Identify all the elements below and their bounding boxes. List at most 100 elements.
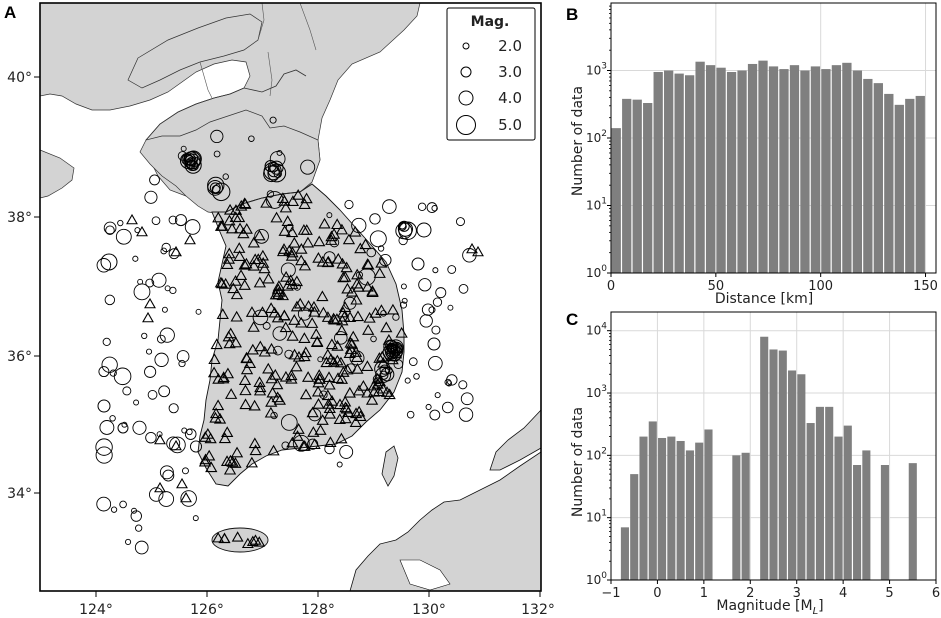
station-triangle xyxy=(285,250,299,261)
chart-c-ylabel: Number of data xyxy=(570,407,586,517)
station-triangle xyxy=(332,252,345,264)
event-circle xyxy=(280,262,296,278)
station-triangle xyxy=(295,316,308,328)
station-triangle xyxy=(230,446,244,458)
event-circle xyxy=(351,217,367,234)
event-circle xyxy=(349,350,365,366)
station-triangle xyxy=(331,372,345,383)
station-triangle xyxy=(240,222,253,234)
station-triangle xyxy=(395,326,408,338)
event-circle xyxy=(431,205,438,212)
north-korea xyxy=(139,109,321,215)
station-triangle xyxy=(288,314,301,325)
event-circle xyxy=(211,184,221,194)
station-triangle xyxy=(253,536,266,547)
event-circle xyxy=(168,403,179,414)
station-triangle xyxy=(223,247,236,259)
histogram-bar xyxy=(760,336,769,580)
event-circle xyxy=(425,403,432,411)
event-circle xyxy=(428,306,436,314)
event-circle xyxy=(427,337,441,351)
station-triangle xyxy=(285,226,299,238)
station-triangle xyxy=(349,225,362,237)
station-triangle xyxy=(298,350,311,362)
event-circle xyxy=(145,278,155,288)
event-circle xyxy=(324,443,335,455)
event-circle xyxy=(98,366,110,378)
station-triangle xyxy=(361,386,374,398)
event-circle xyxy=(169,436,186,454)
event-circle xyxy=(133,399,140,406)
y-tick-label: 101 xyxy=(586,509,607,525)
event-circle xyxy=(109,369,117,377)
event-circle xyxy=(130,510,142,522)
station-triangle xyxy=(335,324,348,336)
station-triangle xyxy=(247,259,261,271)
map-lat-ticks xyxy=(34,76,40,494)
event-circle xyxy=(151,216,161,226)
station-triangle xyxy=(334,356,348,368)
event-circle xyxy=(317,356,324,363)
station-triangle xyxy=(339,270,352,282)
station-triangle xyxy=(306,317,319,328)
event-circle xyxy=(100,253,118,271)
xlabel-end: ] xyxy=(818,598,823,614)
event-circle xyxy=(95,446,113,464)
station-triangle xyxy=(362,324,375,335)
event-circle xyxy=(222,173,229,180)
histogram-bar xyxy=(674,73,684,274)
station-triangle xyxy=(238,279,251,290)
station-triangle xyxy=(350,277,364,289)
event-circle xyxy=(156,334,166,344)
station-triangle xyxy=(295,242,308,254)
station-triangle xyxy=(298,332,311,343)
china-nk-border xyxy=(145,69,307,141)
tsushima-island xyxy=(381,445,399,487)
histogram-bar xyxy=(862,450,871,580)
histogram-bar xyxy=(915,95,925,274)
event-circle xyxy=(397,221,414,237)
histogram-bar xyxy=(705,65,716,273)
event-circle xyxy=(134,227,141,234)
station-triangle xyxy=(223,203,237,215)
event-circle xyxy=(115,228,132,245)
histogram-bar xyxy=(810,66,821,273)
event-circle xyxy=(122,386,132,396)
station-triangle xyxy=(286,195,300,207)
event-circle xyxy=(110,506,118,513)
histogram-bar xyxy=(622,98,632,273)
event-circle xyxy=(369,213,381,225)
station-triangle xyxy=(253,384,267,396)
station-triangle xyxy=(248,399,261,411)
event-circle xyxy=(456,217,465,227)
station-triangle xyxy=(240,363,254,375)
station-triangle xyxy=(221,258,234,269)
station-triangle xyxy=(281,279,294,291)
event-circle xyxy=(262,321,271,330)
station-triangle xyxy=(211,399,225,411)
histogram-bar xyxy=(658,437,667,580)
event-circle xyxy=(159,327,175,343)
event-circle xyxy=(97,399,111,413)
event-circle xyxy=(117,219,124,227)
station-triangle xyxy=(301,371,315,382)
map-panel: 124° 126° 128° 130° 132° 34° 36° 38° 40°… xyxy=(7,2,555,618)
histogram-bar xyxy=(737,70,747,273)
y-tick-label: 103 xyxy=(586,62,607,78)
station-triangle xyxy=(299,346,312,358)
station-triangle xyxy=(327,356,340,367)
event-circle xyxy=(442,401,454,414)
y-tick-label: 100 xyxy=(586,264,607,280)
station-triangle xyxy=(340,261,353,273)
event-circle xyxy=(386,345,403,362)
legend-label: 4.0 xyxy=(498,89,522,107)
station-triangle xyxy=(298,259,312,271)
station-triangle xyxy=(218,532,231,544)
event-circle xyxy=(343,296,357,310)
event-circle xyxy=(460,392,474,406)
japan-sea-inlet xyxy=(399,559,451,591)
station-triangle xyxy=(214,276,228,288)
event-circle xyxy=(168,215,178,225)
event-circle xyxy=(445,380,453,387)
station-triangle xyxy=(292,189,305,200)
